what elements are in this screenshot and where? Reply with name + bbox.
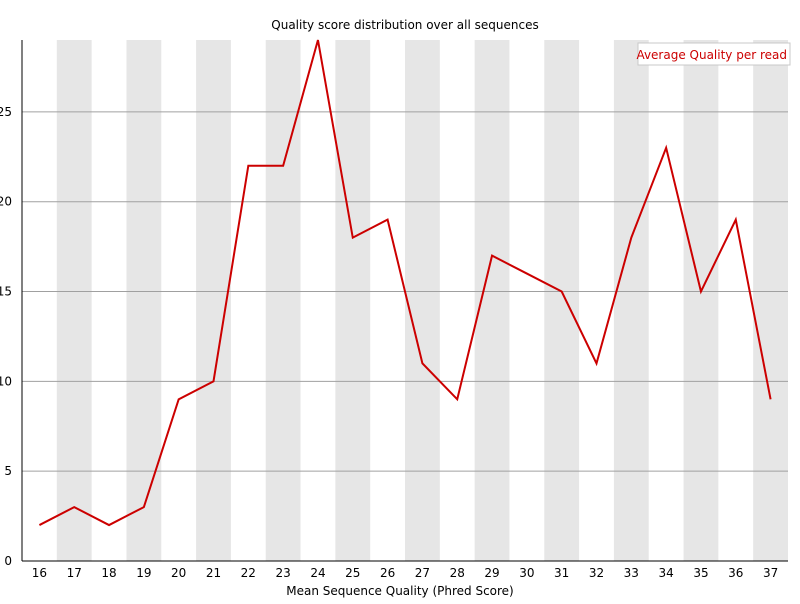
x-tick-label: 24 <box>310 566 325 580</box>
y-tick-labels: 0 5 10 15 20 25 <box>0 105 12 568</box>
background-band <box>405 40 440 561</box>
background-band <box>683 40 719 561</box>
x-tick-label: 36 <box>728 566 743 580</box>
background-band <box>474 40 510 561</box>
background-band <box>126 40 162 561</box>
series-lines <box>38 39 772 527</box>
legend-box <box>637 42 791 66</box>
background-band <box>56 40 92 561</box>
y-tick-label: 25 <box>0 105 12 119</box>
x-tick-label: 22 <box>241 566 256 580</box>
x-tick-label: 26 <box>380 566 395 580</box>
x-tick-label: 27 <box>415 566 430 580</box>
x-tick-label: 29 <box>484 566 499 580</box>
x-tick-label: 20 <box>171 566 186 580</box>
x-tick-labels: 16 17 18 19 20 21 22 23 24 25 26 27 28 29 30 31 32 33 34 35… <box>32 566 778 580</box>
background-band <box>335 40 371 561</box>
legend: Average Quality per read <box>636 42 791 66</box>
background-band <box>544 40 580 561</box>
x-tick-label: 23 <box>275 566 290 580</box>
x-tick-label: 33 <box>624 566 639 580</box>
background-band <box>196 40 231 561</box>
x-tick-label: 37 <box>763 566 778 580</box>
x-tick-label: 35 <box>693 566 708 580</box>
axes <box>21 40 788 562</box>
x-tick-label: 21 <box>206 566 221 580</box>
x-tick-label: 32 <box>589 566 604 580</box>
background-band <box>753 40 788 561</box>
y-tick-label: 5 <box>4 464 12 478</box>
x-tick-label: 34 <box>658 566 673 580</box>
y-tick-label: 10 <box>0 374 12 388</box>
x-tick-label: 19 <box>136 566 151 580</box>
background-band <box>613 40 649 561</box>
x-tick-label: 16 <box>32 566 47 580</box>
background-bands <box>56 40 788 561</box>
x-tick-label: 30 <box>519 566 534 580</box>
legend-label: Average Quality per read <box>636 48 787 62</box>
x-tick-label: 25 <box>345 566 360 580</box>
x-tick-label: 17 <box>67 566 82 580</box>
y-tick-label: 15 <box>0 285 12 299</box>
y-tick-label: 20 <box>0 195 12 209</box>
y-tick-label: 0 <box>4 554 12 568</box>
x-axis-label: Mean Sequence Quality (Phred Score) <box>286 584 514 598</box>
series-line <box>38 39 772 527</box>
chart-title: Quality score distribution over all sequ… <box>271 18 538 32</box>
x-tick-label: 31 <box>554 566 569 580</box>
x-tick-label: 18 <box>101 566 116 580</box>
x-tick-label: 28 <box>450 566 465 580</box>
